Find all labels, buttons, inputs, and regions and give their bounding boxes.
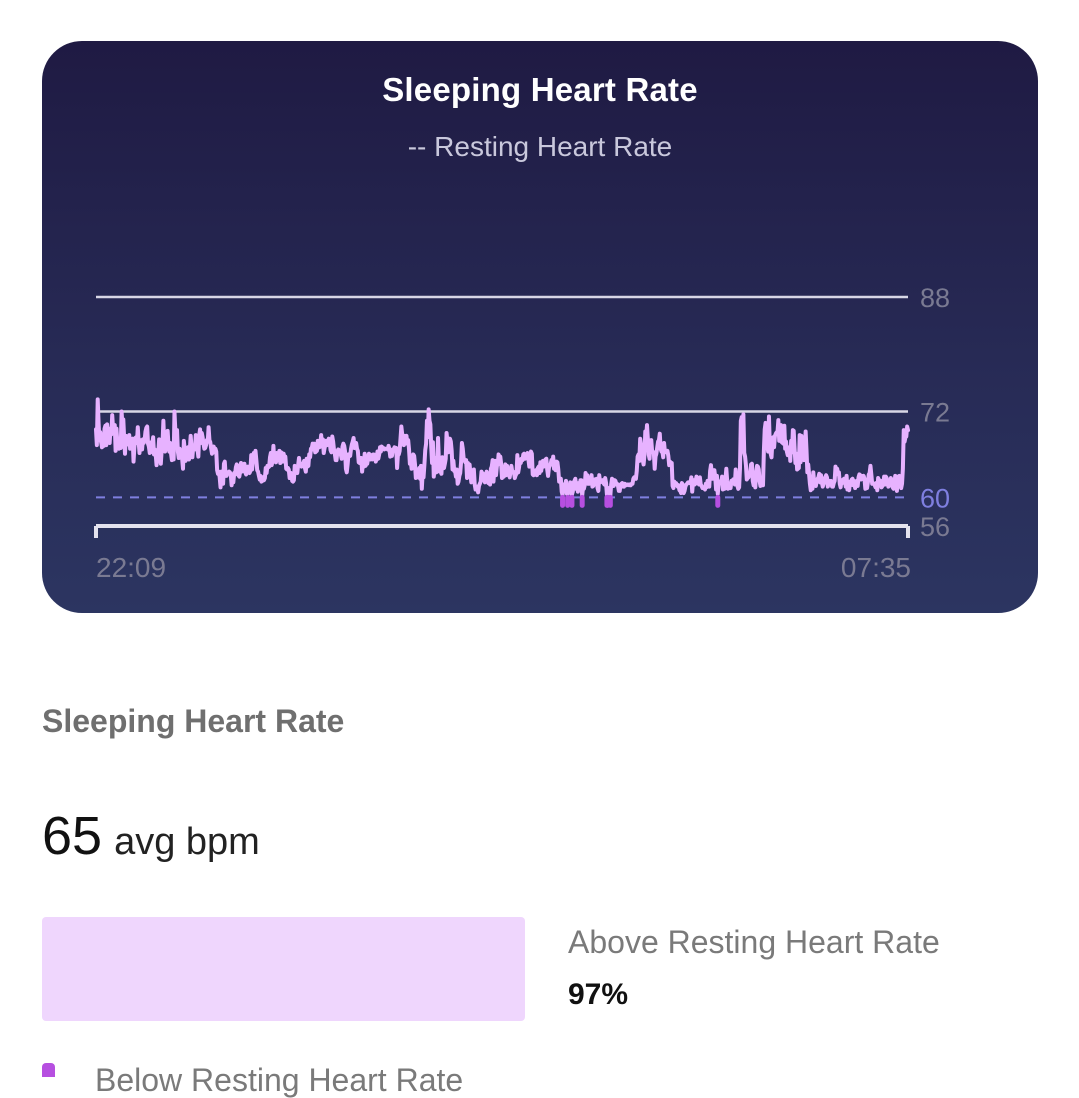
resting-heart-rate-label: 60	[920, 483, 950, 513]
chart-title: Sleeping Heart Rate	[382, 71, 698, 108]
heart-rate-line	[94, 397, 910, 498]
y-tick-label: 56	[920, 512, 950, 542]
avg-unit: avg bpm	[114, 821, 260, 863]
below-resting-label: Below Resting Heart Rate	[95, 1062, 464, 1098]
avg-value: 65	[42, 806, 103, 866]
y-tick-label: 88	[920, 283, 950, 313]
x-start-time-label: 22:09	[96, 552, 166, 583]
average-heart-rate: 65 avg bpm	[42, 805, 260, 867]
above-resting-label: Above Resting Heart Rate	[568, 924, 940, 960]
y-tick-label: 72	[920, 398, 950, 428]
sleeping-heart-rate-card: Sleeping Heart Rate -- Resting Heart Rat…	[42, 41, 1038, 613]
above-resting-value: 97%	[568, 978, 629, 1011]
above-resting-bar	[42, 917, 525, 1021]
below-resting-swatch	[42, 1063, 55, 1077]
section-title: Sleeping Heart Rate	[42, 703, 345, 739]
x-end-time-label: 07:35	[841, 552, 911, 583]
chart-legend-resting: -- Resting Heart Rate	[407, 131, 673, 162]
